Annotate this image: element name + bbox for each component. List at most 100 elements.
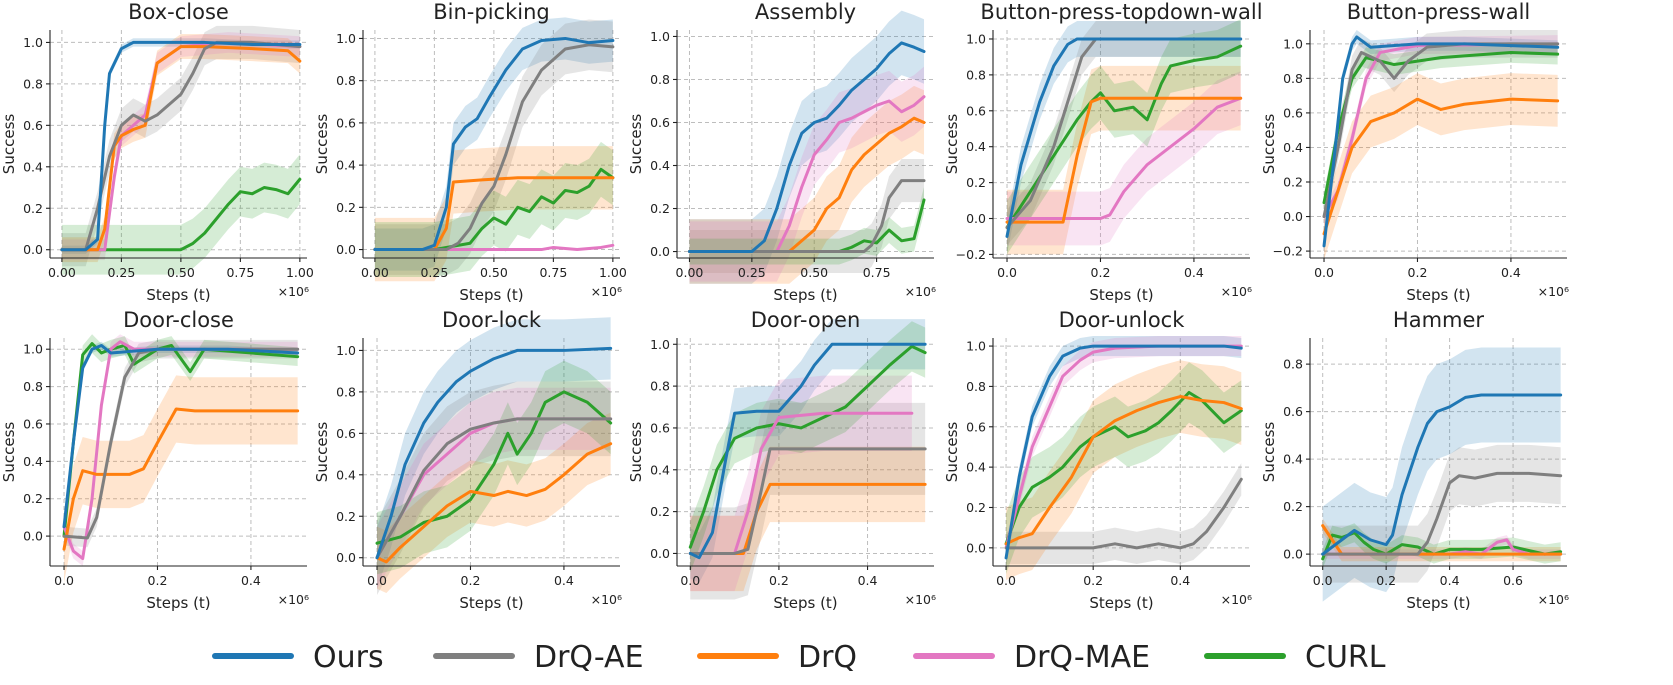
x-tick-label: 0.0 (997, 265, 1017, 280)
x-tick-label: 0.4 (1440, 573, 1460, 588)
x-scale-factor: ×10⁶ (591, 284, 622, 299)
panel-door-lock: 0.0 0.2 0.4 0.0 0.2 0.4 0.6 0.8 1.0 Door-lock Step… (313, 308, 622, 612)
confidence-band-drq-ae (1324, 30, 1558, 231)
x-axis-label: Steps (t) (1089, 594, 1153, 612)
series-line-curl (688, 344, 927, 549)
confidence-band-curl (1322, 523, 1561, 569)
panel-title: Box-close (128, 0, 229, 24)
y-tick-label: 0.8 (1283, 357, 1303, 372)
y-tick-label: 0.0 (336, 242, 356, 257)
confidence-band-drq-mae (690, 375, 912, 592)
y-tick-label: 0.4 (23, 159, 43, 174)
y-tick-label: 0.2 (336, 200, 356, 215)
x-scale-factor: ×10⁶ (1538, 592, 1569, 607)
x-tick-label: 0.2 (1083, 573, 1103, 588)
x-scale-factor: ×10⁶ (1221, 284, 1252, 299)
x-tick-label: 0.50 (480, 265, 508, 280)
legend: Ours DrQ-AE DrQ DrQ-MAE CURL (212, 640, 1386, 675)
y-tick-label: −0.2 (1273, 244, 1303, 259)
confidence-band-drq (377, 412, 611, 593)
legend-label-drq: DrQ (798, 640, 857, 675)
y-tick-label: 0.6 (23, 118, 43, 133)
y-tick-label: 0.6 (650, 115, 670, 130)
confidence-band-ours (1322, 347, 1561, 602)
confidence-band-drq-mae (377, 387, 611, 589)
y-tick-label: 0.8 (966, 379, 986, 394)
y-tick-label: 0.4 (650, 158, 670, 173)
series-line-ours (373, 36, 615, 252)
series-line-drq-mae (687, 95, 926, 254)
x-tick-label: 0.0 (1314, 265, 1334, 280)
confidence-band-curl (1007, 19, 1241, 255)
y-tick-label: 0.4 (336, 467, 356, 482)
panel-hammer: 0.0 0.2 0.4 0.6 0.0 0.2 0.4 0.6 0.8 Hammer Steps (… (1260, 308, 1569, 612)
legend-label-drq-mae: DrQ-MAE (1014, 640, 1150, 675)
series-line-drq-ae (687, 179, 926, 254)
x-tick-label: 0.4 (241, 573, 261, 588)
x-tick-label: 0.00 (361, 265, 389, 280)
x-scale-factor: ×10⁶ (278, 592, 309, 607)
y-tick-label: 0.0 (966, 211, 986, 226)
panel-assembly: 0.00 0.25 0.50 0.75 0.0 0.2 0.4 0.6 0.8 1.0 Assemb… (627, 0, 936, 304)
x-tick-label: 0.25 (738, 265, 766, 280)
y-axis-label: Success (943, 422, 961, 483)
confidence-band-drq-ae (377, 381, 611, 596)
panel-title: Door-open (751, 308, 861, 332)
confidence-band-curl (1006, 362, 1242, 575)
y-axis-label: Success (627, 422, 645, 483)
confidence-band-ours (377, 317, 611, 589)
panel-door-close: 0.0 0.2 0.4 0.0 0.2 0.4 0.6 0.8 1.0 Door-close Ste… (0, 308, 309, 612)
y-tick-label: 1.0 (650, 29, 670, 44)
y-axis-label: Success (1260, 422, 1278, 483)
confidence-band-drq-ae (1007, 21, 1241, 246)
series-line-drq-ae (1322, 42, 1560, 219)
panel-title: Hammer (1393, 308, 1484, 332)
series-line-drq (62, 407, 300, 551)
y-tick-label: 0.6 (23, 416, 43, 431)
y-tick-label: 0.6 (966, 419, 986, 434)
series-line-drq (1322, 97, 1560, 236)
y-tick-label: 0.8 (336, 73, 356, 88)
y-tick-label: 0.2 (966, 175, 986, 190)
x-tick-label: 0.75 (863, 265, 891, 280)
x-tick-label: 0.25 (420, 265, 448, 280)
y-tick-label: 0.2 (23, 491, 43, 506)
y-tick-label: 1.0 (650, 337, 670, 352)
x-tick-label: 0.0 (680, 573, 700, 588)
x-axis-label: Steps (t) (459, 286, 523, 304)
confidence-band-curl (689, 187, 925, 265)
series-line-curl (60, 177, 302, 252)
x-tick-label: 0.0 (367, 573, 387, 588)
confidence-band-drq-ae (1006, 463, 1242, 564)
y-tick-label: 0.4 (1283, 452, 1303, 467)
x-tick-label: 0.0 (1313, 573, 1333, 588)
y-tick-label: 1.0 (1283, 36, 1303, 51)
series-line-ours (375, 346, 613, 560)
x-tick-label: 1.00 (286, 265, 314, 280)
x-tick-label: 0.2 (1408, 265, 1428, 280)
confidence-band-drq (1322, 518, 1561, 562)
x-axis-label: Steps (t) (773, 286, 837, 304)
y-tick-label: 1.0 (966, 339, 986, 354)
series-line-ours (688, 342, 927, 560)
series-line-drq (1005, 96, 1243, 224)
y-tick-label: 0.2 (23, 201, 43, 216)
x-axis-label: Steps (t) (1406, 594, 1470, 612)
y-tick-label: 0.0 (650, 244, 670, 259)
x-tick-label: 0.4 (1184, 265, 1204, 280)
confidence-band-drq-ae (690, 402, 926, 600)
series-line-curl (1005, 44, 1243, 229)
x-tick-label: 0.2 (148, 573, 168, 588)
y-tick-label: 0.8 (1283, 71, 1303, 86)
y-tick-label: 0.6 (1283, 105, 1303, 120)
y-tick-label: 0.2 (336, 509, 356, 524)
x-axis-label: Steps (t) (146, 594, 210, 612)
y-tick-label: 1.0 (966, 31, 986, 46)
y-tick-label: 0.8 (336, 384, 356, 399)
series-line-drq (373, 176, 615, 252)
x-axis-label: Steps (t) (1089, 286, 1153, 304)
series-line-drq-ae (373, 43, 615, 252)
panel-title: Button-press-wall (1347, 0, 1531, 24)
y-tick-label: 0.2 (966, 500, 986, 515)
x-tick-label: 0.4 (554, 573, 574, 588)
